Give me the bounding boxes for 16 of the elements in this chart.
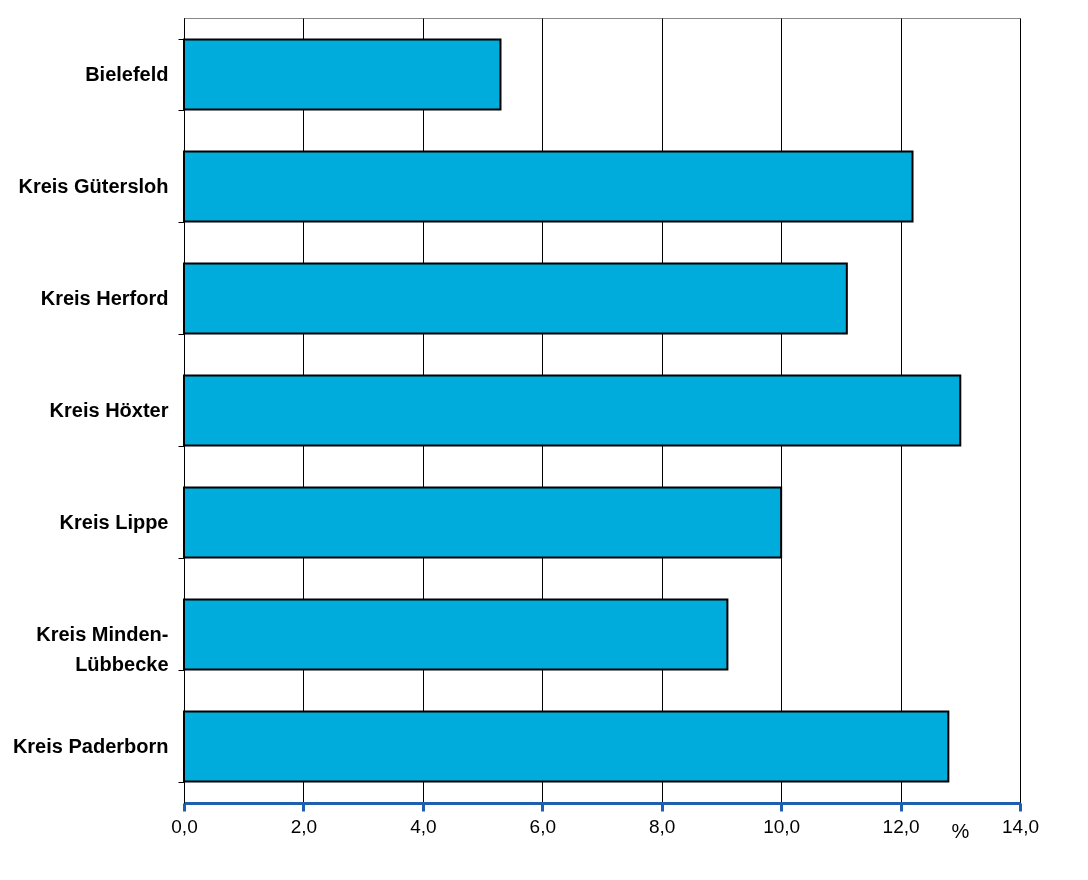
y-tick-label: Kreis Gütersloh — [18, 175, 169, 198]
y-tick-label: Kreis Lippe — [59, 510, 169, 533]
y-tick-label: Kreis Höxter — [49, 399, 169, 421]
x-tick-label: 4,0 — [410, 815, 437, 837]
x-tick-label: 8,0 — [649, 815, 676, 837]
x-tick-label: 0,0 — [171, 815, 198, 837]
x-tick-label: 2,0 — [290, 815, 318, 837]
y-tick-label: Kreis Paderborn — [12, 734, 169, 757]
x-tick-label: 10,0 — [763, 815, 801, 837]
x-tick-label: 12,0 — [882, 815, 920, 837]
y-tick-label: Kreis Minden-Lübbecke — [36, 622, 169, 675]
x-tick-label: 14,0 — [1002, 815, 1039, 837]
y-tick-label: Bielefeld — [85, 63, 169, 86]
x-axis-title: % — [951, 819, 970, 842]
y-tick-label: Kreis Herford — [40, 287, 169, 310]
x-tick-label: 6,0 — [529, 815, 556, 837]
